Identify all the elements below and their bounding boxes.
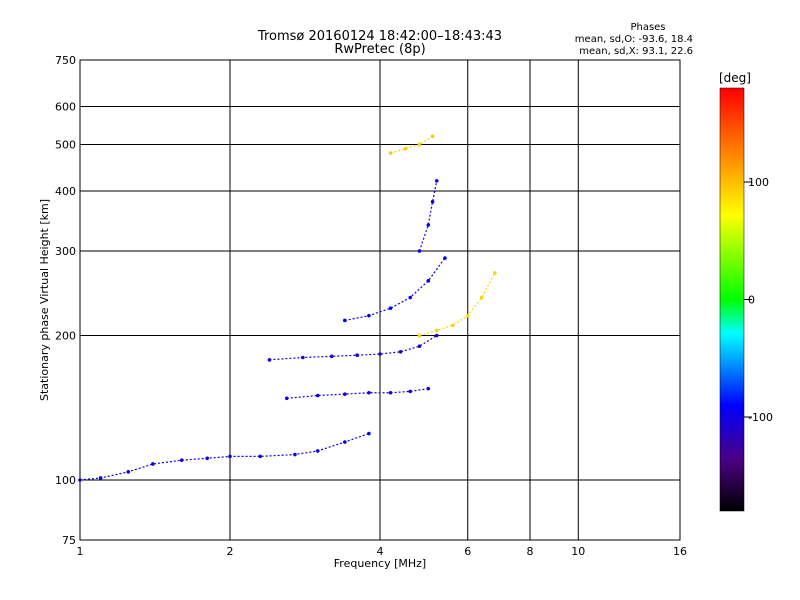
trace-O-line xyxy=(286,388,429,399)
data-point xyxy=(228,454,232,459)
data-point xyxy=(493,271,497,275)
data-point xyxy=(430,134,435,139)
data-point xyxy=(426,386,431,391)
x-tick-label: 6 xyxy=(464,545,471,558)
y-tick-label: 600 xyxy=(55,101,76,114)
data-point xyxy=(426,279,431,283)
grid xyxy=(79,59,681,541)
x-ticks: 1 2 4 6 8 10 16 xyxy=(77,545,688,558)
data-point xyxy=(443,256,447,260)
data-point xyxy=(408,389,413,394)
x-tick-label: 2 xyxy=(227,545,234,558)
y-ticks: 75 100 200 300 400 500 600 750 xyxy=(55,54,76,547)
chart-title: Tromsø 20160124 18:42:00–18:43:43 xyxy=(257,29,502,44)
data-point xyxy=(258,454,263,459)
data-point xyxy=(267,358,272,362)
x-tick-label: 8 xyxy=(527,545,534,558)
data-point xyxy=(417,333,422,338)
y-tick-label: 200 xyxy=(55,330,76,343)
data-point xyxy=(434,333,439,338)
colorbar-tick-label: -100 xyxy=(748,411,773,424)
data-point xyxy=(426,223,431,227)
data-point xyxy=(403,146,408,151)
data-point xyxy=(378,352,382,356)
data-point xyxy=(315,449,320,453)
x-tick-label: 16 xyxy=(673,545,687,558)
colorbar-label: [deg] xyxy=(719,71,751,85)
trace-O-line xyxy=(418,180,438,252)
data-point xyxy=(430,199,435,204)
data-point xyxy=(343,318,347,323)
data-point xyxy=(388,306,393,311)
data-point xyxy=(126,470,131,474)
colorbar-tick-label: 100 xyxy=(748,176,769,189)
data-point xyxy=(78,478,82,482)
data-point xyxy=(205,456,209,461)
y-tick-label: 400 xyxy=(55,185,76,198)
trace-X-line xyxy=(390,135,433,154)
data-point xyxy=(408,295,413,300)
y-tick-label: 750 xyxy=(55,54,76,67)
trace-O-line xyxy=(269,335,438,361)
data-point xyxy=(355,353,359,357)
data-point xyxy=(434,328,439,333)
y-tick-label: 100 xyxy=(55,474,76,487)
data-point xyxy=(367,313,371,318)
data-point xyxy=(367,431,371,436)
stats-o-mode: mean, sd,O: -93.6, 18.4 xyxy=(575,34,693,45)
x-tick-label: 1 xyxy=(77,545,84,558)
colorbar xyxy=(719,87,745,512)
trace-X-line xyxy=(419,272,496,337)
x-tick-label: 10 xyxy=(571,545,585,558)
colorbar-ticks: 100 0 -100 xyxy=(744,176,773,424)
data-point xyxy=(343,440,347,444)
x-tick-label: 4 xyxy=(377,545,384,558)
data-point xyxy=(417,249,422,253)
trace-O-line xyxy=(344,257,446,322)
trace-O-line xyxy=(79,432,370,481)
data-point xyxy=(465,313,470,318)
x-axis-label: Frequency [MHz] xyxy=(334,557,426,570)
data-point xyxy=(293,452,297,457)
data-point xyxy=(315,393,320,398)
y-tick-label: 75 xyxy=(62,534,76,547)
data-point xyxy=(388,390,393,395)
data-point xyxy=(417,344,422,349)
stats-x-mode: mean, sd,X: 93.1, 22.6 xyxy=(579,46,693,57)
stats-heading: Phases xyxy=(630,22,665,33)
data-point xyxy=(329,354,334,359)
data-point xyxy=(301,355,305,360)
data-point xyxy=(398,349,403,354)
data-point xyxy=(451,323,455,328)
data-point xyxy=(367,390,371,395)
data-point xyxy=(343,392,347,396)
data-points xyxy=(78,134,497,482)
colorbar-tick-label: 0 xyxy=(748,294,755,307)
data-point xyxy=(98,476,103,480)
data-point xyxy=(179,458,184,462)
data-point xyxy=(434,179,439,183)
data-point xyxy=(479,295,484,300)
chart-subtitle: RwPretec (8p) xyxy=(334,42,425,57)
data-point xyxy=(417,142,422,147)
data-point xyxy=(284,396,289,401)
data-point xyxy=(151,462,155,466)
y-axis-label: Stationary phase Virtual Height [km] xyxy=(38,199,51,401)
y-tick-label: 500 xyxy=(55,139,76,152)
y-tick-label: 300 xyxy=(55,245,76,258)
data-point xyxy=(388,151,393,155)
